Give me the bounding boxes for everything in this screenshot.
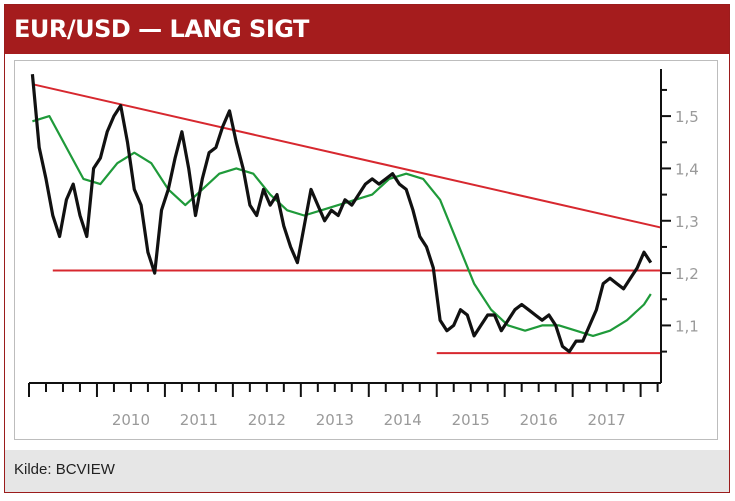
tick-labels: 2010 2011 2012 2013 2014 2015 2016 2017 1,1 1,2 1,… xyxy=(112,108,699,429)
price-line xyxy=(30,74,653,354)
chart-title: EUR/USD — LANG SIGT xyxy=(14,15,309,43)
footer: Kilde: BCVIEW xyxy=(5,450,729,492)
eurusd-chart: 2010 2011 2012 2013 2014 2015 2016 2017 1,1 1,2 1,… xyxy=(28,69,699,429)
moving-average-line xyxy=(32,114,652,337)
x-tick-label: 2014 xyxy=(384,411,422,429)
y-tick-label: 1,1 xyxy=(675,317,699,335)
trend-line xyxy=(32,83,662,229)
axes xyxy=(28,69,671,397)
x-tick-label: 2012 xyxy=(248,411,286,429)
y-tick-label: 1,3 xyxy=(675,213,699,231)
x-tick-label: 2016 xyxy=(520,411,558,429)
x-tick-label: 2013 xyxy=(316,411,354,429)
card: EUR/USD — LANG SIGT 2010 2011 2012 2013 2014… xyxy=(4,4,730,493)
y-tick-label: 1,2 xyxy=(675,265,699,283)
source-note: Kilde: BCVIEW xyxy=(14,461,115,478)
x-tick-label: 2010 xyxy=(112,411,150,429)
moving-average-group xyxy=(32,114,652,337)
price-group xyxy=(30,74,653,354)
title-bar: EUR/USD — LANG SIGT xyxy=(5,5,729,54)
y-tick-label: 1,5 xyxy=(675,108,699,126)
reference-lines xyxy=(32,83,662,355)
x-tick-label: 2011 xyxy=(180,411,218,429)
x-tick-label: 2017 xyxy=(588,411,626,429)
y-tick-label: 1,4 xyxy=(675,160,699,178)
chart-area: 2010 2011 2012 2013 2014 2015 2016 2017 1,1 1,2 1,… xyxy=(14,60,718,440)
x-tick-label: 2015 xyxy=(452,411,490,429)
